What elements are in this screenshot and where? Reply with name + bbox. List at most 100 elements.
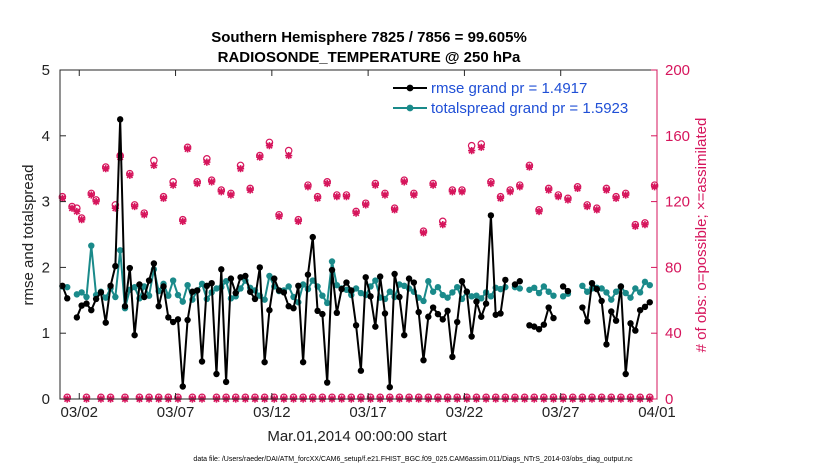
obs-assimilated-marker (448, 188, 456, 196)
totalspread-point (165, 292, 172, 299)
rmse-point (102, 319, 109, 326)
totalspread-point (559, 293, 567, 300)
obs-assimilated-marker (58, 194, 67, 202)
rmse-point (295, 282, 302, 290)
rmse-series (59, 116, 653, 391)
rmse-point (64, 295, 71, 302)
rmse-point (439, 316, 446, 323)
rmse-point (478, 313, 485, 320)
totalspread-point (439, 291, 446, 299)
x-tick-label: 03/07 (157, 404, 195, 421)
rmse-point (145, 277, 153, 284)
obs-assimilated-marker (487, 179, 495, 188)
obs-assimilated-marker (333, 193, 341, 201)
rmse-point (564, 287, 572, 295)
obs-assimilated-marker (342, 193, 351, 201)
rmse-point (218, 266, 225, 273)
footer-data-file: data file: /Users/raeder/DAI/ATM_forcXX/… (193, 456, 633, 463)
obs-assimilated-marker (294, 217, 302, 225)
rmse-point (511, 281, 519, 288)
title-line-2: RADIOSONDE_TEMPERATURE @ 250 hPa (218, 49, 521, 66)
rmse-point (213, 370, 220, 378)
rmse-point (189, 288, 196, 295)
rmse-point (160, 283, 167, 290)
obs-assimilated-marker (419, 229, 428, 237)
obs-assimilated-marker (111, 204, 119, 212)
rmse-point (425, 313, 432, 320)
x-axis-label: Mar.01,2014 00:00:00 start (267, 428, 447, 445)
rmse-point (131, 331, 138, 339)
rmse-point (194, 287, 201, 294)
rmse-point (487, 212, 495, 219)
totalspread-point (328, 258, 336, 265)
totalspread-point (579, 282, 586, 290)
x-tick-label: 03/17 (349, 404, 387, 421)
x-tick-label: 03/22 (446, 404, 484, 421)
rmse-point (92, 295, 100, 303)
rmse-point (136, 281, 143, 288)
totalspread-point (102, 294, 109, 301)
totalspread-point (401, 282, 408, 290)
x-tick-label: 03/27 (542, 404, 580, 421)
rmse-point (502, 276, 509, 284)
totalspread-point (429, 288, 437, 295)
totalspread-point (266, 272, 273, 280)
rmse-point (333, 309, 341, 317)
rmse-point (357, 367, 365, 374)
rmse-point (59, 282, 66, 290)
rmse-point (362, 274, 369, 281)
rmse-point (410, 279, 418, 286)
obs-assimilated-marker (602, 186, 611, 194)
obs-assimilated-marker (477, 143, 485, 151)
y-right-tick-label: 160 (665, 128, 690, 145)
rmse-point (271, 275, 278, 282)
rmse-point (415, 308, 422, 316)
obs-assimilated-marker (391, 206, 399, 214)
obs-assimilated-marker (193, 179, 201, 188)
obs-assimilated-marker (622, 191, 630, 199)
totalspread-point (641, 278, 649, 286)
y-left-tick-label: 4 (42, 128, 50, 145)
totalspread-point (420, 297, 427, 305)
rmse-point (497, 310, 504, 317)
rmse-point (232, 289, 239, 297)
obs-assimilated-marker (236, 165, 245, 173)
totalspread-point (261, 296, 268, 303)
legend-rmse-marker (406, 84, 414, 92)
obs-assimilated-marker (468, 147, 476, 155)
totalspread-point (622, 289, 629, 297)
totalspread-point (434, 283, 442, 291)
obs-assimilated-marker (126, 171, 134, 179)
totalspread-point (116, 247, 124, 254)
obs-assimilated-marker (352, 209, 360, 217)
axes-ticks: 03/02 03/07 03/12 03/17 03/22 03/27 04/0101234… (42, 62, 690, 421)
y-right-tick-label: 40 (665, 325, 682, 342)
rmse-point (492, 311, 499, 318)
rmse-point (405, 275, 413, 282)
totalspread-point (632, 285, 639, 292)
rmse-point (401, 331, 408, 339)
rmse-point (367, 293, 374, 300)
y-left-tick-label: 5 (42, 62, 50, 79)
x-tick-label: 03/12 (253, 404, 291, 421)
rmse-point (612, 317, 620, 324)
rmse-point (299, 358, 307, 366)
totalspread-point (603, 289, 610, 296)
obs-assimilated-marker (323, 179, 331, 188)
totalspread-point (449, 289, 456, 296)
totalspread-point (343, 286, 350, 293)
totalspread-point (444, 294, 451, 301)
totalspread-point (468, 293, 475, 300)
rmse-point (275, 287, 283, 294)
y-left-tick-label: 0 (42, 391, 50, 408)
rmse-point (174, 316, 182, 323)
obs-assimilated-marker (313, 194, 322, 202)
rmse-point (463, 288, 471, 295)
totalspread-point (333, 281, 341, 289)
legend-spread-marker (406, 104, 414, 112)
obs-assimilated-marker (573, 184, 582, 193)
obs-assimilated-marker (400, 178, 408, 186)
chart-title: Southern Hemisphere 7825 / 7856 = 99.605… (211, 29, 527, 66)
totalspread-point (526, 286, 533, 293)
